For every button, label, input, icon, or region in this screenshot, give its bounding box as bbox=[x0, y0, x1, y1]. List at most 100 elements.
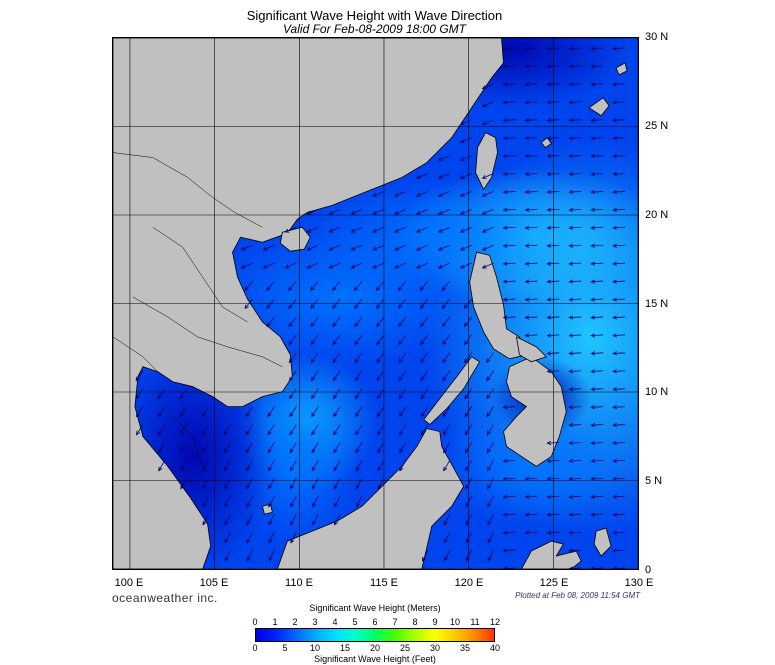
wave-arrow bbox=[354, 334, 363, 346]
wave-arrow bbox=[288, 298, 297, 310]
wave-arrow bbox=[568, 440, 582, 446]
meter-tick: 11 bbox=[470, 617, 480, 627]
wave-arrow bbox=[524, 261, 538, 266]
wave-arrow bbox=[394, 244, 407, 251]
wave-arrow bbox=[333, 496, 341, 508]
wave-arrow bbox=[486, 424, 494, 436]
wave-arrow bbox=[288, 370, 297, 382]
wave-arrow bbox=[590, 118, 604, 123]
wave-arrow bbox=[288, 334, 297, 346]
wave-arrow bbox=[399, 460, 407, 472]
wave-arrow bbox=[419, 280, 429, 292]
wave-arrow bbox=[398, 388, 407, 400]
wave-arrow bbox=[612, 476, 626, 481]
wave-arrow bbox=[350, 208, 363, 215]
brand-logo-text: oceanweather inc. bbox=[112, 591, 218, 605]
wave-arrow bbox=[612, 225, 626, 230]
wave-arrow bbox=[422, 549, 429, 562]
wave-arrow bbox=[568, 100, 582, 105]
wave-arrow bbox=[590, 82, 604, 87]
wave-arrow bbox=[376, 352, 385, 364]
wave-arrow bbox=[546, 100, 560, 105]
wave-arrow bbox=[180, 478, 188, 490]
wave-arrow bbox=[268, 478, 275, 490]
wave-arrow bbox=[372, 262, 385, 269]
wave-arrow bbox=[420, 316, 429, 328]
wave-arrow bbox=[224, 531, 231, 544]
wave-arrow bbox=[223, 424, 231, 436]
wave-arrow bbox=[502, 207, 516, 212]
wave-arrow bbox=[245, 406, 253, 418]
wave-arrow bbox=[377, 442, 385, 454]
wave-arrow bbox=[437, 173, 450, 179]
wave-arrow bbox=[612, 405, 626, 410]
wave-arrow bbox=[311, 442, 319, 454]
wave-arrow bbox=[546, 243, 560, 248]
wave-arrow bbox=[262, 262, 275, 269]
wave-arrow bbox=[524, 171, 538, 177]
wave-arrow bbox=[244, 280, 253, 292]
wave-arrow bbox=[311, 460, 319, 472]
wave-arrow bbox=[486, 442, 494, 454]
wave-arrow bbox=[332, 388, 341, 400]
wave-arrow bbox=[372, 226, 385, 233]
wave-arrow bbox=[312, 514, 319, 526]
wave-arrow bbox=[415, 244, 428, 251]
wave-arrow bbox=[568, 476, 582, 481]
land-halmahera bbox=[593, 527, 612, 557]
wave-arrow bbox=[136, 424, 144, 436]
wave-arrow bbox=[415, 208, 428, 215]
wave-arrow bbox=[590, 46, 604, 51]
wave-arrow bbox=[612, 207, 626, 212]
wave-arrow bbox=[481, 173, 494, 179]
wave-arrow bbox=[524, 82, 538, 87]
wave-arrow bbox=[502, 530, 516, 535]
wave-arrow bbox=[502, 494, 516, 499]
wave-arrow bbox=[328, 208, 341, 215]
wave-arrow bbox=[568, 189, 582, 195]
wave-arrow bbox=[289, 406, 297, 418]
wave-arrow bbox=[420, 424, 429, 436]
land-borneo bbox=[276, 428, 465, 569]
wave-arrow bbox=[442, 352, 451, 364]
wave-arrow bbox=[334, 514, 341, 526]
feet-tick: 20 bbox=[369, 643, 381, 653]
wave-arrow bbox=[415, 173, 428, 179]
wave-arrow bbox=[568, 458, 582, 464]
wave-arrow bbox=[465, 460, 472, 472]
wave-arrow bbox=[394, 191, 407, 197]
wave-arrow bbox=[546, 136, 560, 141]
wave-arrow bbox=[524, 315, 538, 320]
wave-arrow bbox=[311, 388, 319, 400]
wave-arrow bbox=[502, 476, 516, 481]
wave-arrow bbox=[289, 424, 297, 436]
wave-arrow bbox=[135, 406, 144, 418]
wave-arrow bbox=[267, 460, 275, 472]
wave-arrow bbox=[546, 46, 560, 51]
wave-arrow bbox=[568, 171, 582, 177]
wave-arrow bbox=[524, 207, 538, 212]
wave-arrow bbox=[612, 422, 626, 428]
wave-arrow bbox=[612, 243, 626, 248]
wave-arrow bbox=[502, 297, 516, 302]
wave-arrow bbox=[289, 442, 297, 454]
wave-arrow bbox=[524, 118, 538, 123]
wave-arrow bbox=[487, 549, 494, 562]
lon-label: 115 E bbox=[370, 577, 398, 589]
wave-arrow bbox=[487, 531, 494, 544]
wave-arrow bbox=[437, 244, 450, 251]
wave-arrow bbox=[394, 208, 407, 215]
wave-arrow bbox=[502, 512, 516, 517]
wave-arrow bbox=[546, 261, 560, 266]
lat-lon-grid bbox=[113, 38, 638, 569]
wave-arrow bbox=[546, 189, 560, 195]
wave-arrow bbox=[180, 460, 188, 472]
legend-meter-ticks: 0 1 2 3 4 5 6 7 8 9 10 11 12 bbox=[252, 617, 500, 627]
wave-arrow bbox=[267, 424, 275, 436]
wave-arrow bbox=[355, 442, 363, 454]
wave-arrow bbox=[333, 442, 341, 454]
wave-arrow bbox=[590, 512, 604, 517]
land-hainan bbox=[279, 226, 311, 252]
wave-arrow bbox=[377, 424, 385, 436]
wave-arrow bbox=[502, 136, 516, 141]
